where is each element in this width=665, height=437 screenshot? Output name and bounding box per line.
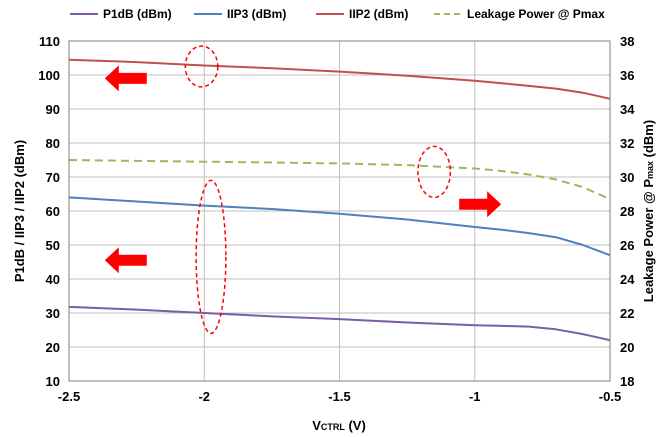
x-tick-label: -2 [198, 389, 210, 404]
y2-axis-title: Leakage Power @ Pmax (dBm) [641, 120, 656, 302]
legend-label: IIP3 (dBm) [227, 7, 286, 21]
y-tick-label: 60 [46, 204, 60, 219]
y2-tick-label: 18 [620, 374, 634, 389]
grid-lines [69, 41, 610, 381]
y-tick-label: 80 [46, 136, 60, 151]
y-tick-label: 10 [46, 374, 60, 389]
annotation-layer [104, 45, 502, 335]
y2-tick-label: 36 [620, 68, 634, 83]
series-line-iip2 [68, 58, 611, 100]
y2-tick-label: 28 [620, 204, 634, 219]
y-axis-title: P1dB / IIP3 / IIP2 (dBm) [12, 140, 27, 282]
y2-tick-label: 26 [620, 238, 634, 253]
highlight-ellipse [184, 45, 219, 88]
y-tick-label: 30 [46, 306, 60, 321]
y2-tick-label: 32 [620, 136, 634, 151]
y-tick-label: 110 [39, 34, 60, 49]
y2-tick-label: 38 [620, 34, 634, 49]
y-tick-label: 90 [46, 102, 60, 117]
y2-tick-label: 22 [620, 306, 634, 321]
y2-tick-label: 34 [620, 102, 635, 117]
x-tick-label: -1.5 [328, 389, 350, 404]
series-line-iip3 [68, 196, 611, 257]
plot-frame [68, 40, 611, 382]
x-axis-title: VCTRL (V) [312, 418, 366, 433]
highlight-ellipse [195, 179, 227, 335]
x-tick-label: -0.5 [599, 389, 621, 404]
highlight-ellipse [417, 145, 452, 199]
tick-labels: 10 20 30 40 50 60 70 80 90 100 110 18 20 22 24 26 28 30 32… [38, 34, 635, 404]
y2-tick-label: 30 [620, 170, 634, 185]
legend-label: P1dB (dBm) [103, 7, 172, 21]
y2-tick-label: 24 [620, 272, 635, 287]
legend-label: IIP2 (dBm) [349, 7, 408, 21]
arrow-right-icon [459, 191, 502, 218]
x-tick-label: -1 [469, 389, 481, 404]
y-tick-label: 70 [46, 170, 60, 185]
y-tick-label: 20 [46, 340, 60, 355]
arrow-left-icon [104, 65, 147, 92]
y-tick-label: 100 [38, 68, 60, 83]
x-tick-label: -2.5 [58, 389, 80, 404]
series-line-p1db [68, 305, 611, 342]
y-tick-label: 40 [46, 272, 60, 287]
series-layer [68, 58, 611, 342]
legend: P1dB (dBm) IIP3 (dBm) IIP2 (dBm) Leakage Po… [70, 7, 605, 21]
series-line-leakage [68, 159, 611, 201]
y-tick-label: 50 [46, 238, 60, 253]
arrow-left-icon [104, 247, 147, 274]
legend-label: Leakage Power @ Pmax [467, 7, 605, 21]
y2-tick-label: 20 [620, 340, 634, 355]
